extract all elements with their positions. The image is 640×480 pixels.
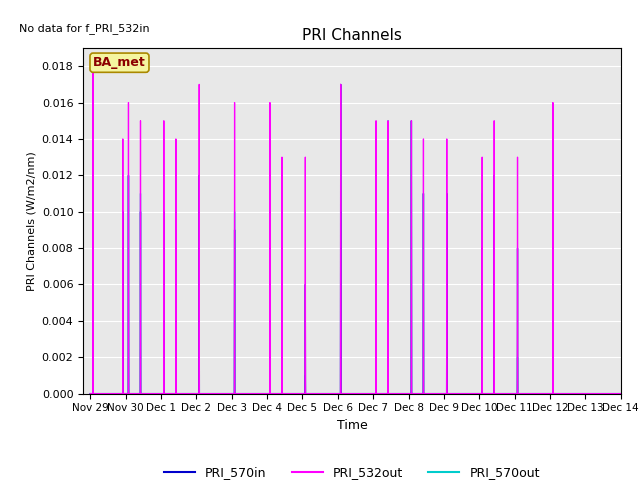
X-axis label: Time: Time	[337, 419, 367, 432]
Text: BA_met: BA_met	[93, 56, 146, 69]
Text: No data for f_PRI_532in: No data for f_PRI_532in	[19, 23, 149, 34]
Title: PRI Channels: PRI Channels	[302, 28, 402, 43]
Y-axis label: PRI Channels (W/m2/nm): PRI Channels (W/m2/nm)	[26, 151, 36, 291]
Legend: PRI_570in, PRI_532out, PRI_570out: PRI_570in, PRI_532out, PRI_570out	[159, 461, 545, 480]
